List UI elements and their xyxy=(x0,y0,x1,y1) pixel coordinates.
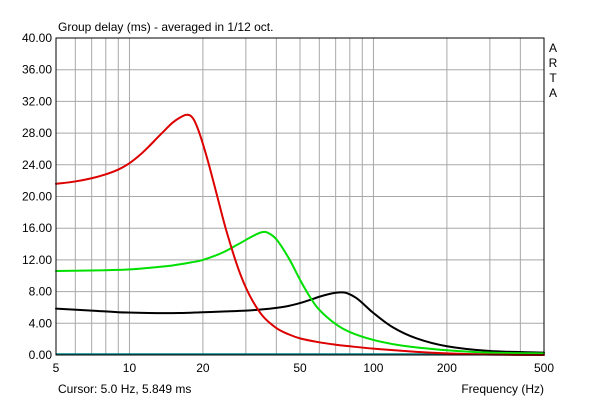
y-axis: 0.00 4.00 8.00 12.00 16.00 20.00 24.00 28.00 32.… xyxy=(22,31,52,362)
series-layer xyxy=(55,113,545,356)
grid xyxy=(56,38,544,355)
y-tick-label: 20.00 xyxy=(22,190,52,204)
x-axis-label: Frequency (Hz) xyxy=(461,382,544,396)
arta-logo-letter: A xyxy=(549,41,557,55)
y-tick-label: 0.00 xyxy=(29,348,53,362)
x-tick-label: 50 xyxy=(293,361,307,375)
x-tick-label: 20 xyxy=(196,361,210,375)
y-tick-label: 4.00 xyxy=(29,316,53,330)
x-tick-label: 500 xyxy=(534,361,554,375)
arta-logo-letter: T xyxy=(549,71,557,85)
series-line xyxy=(55,291,545,354)
y-tick-label: 36.00 xyxy=(22,63,52,77)
x-tick-label: 5 xyxy=(53,361,60,375)
x-axis: 5 10 20 50 100 200 500 xyxy=(53,361,555,375)
cursor-readout: Cursor: 5.0 Hz, 5.849 ms xyxy=(58,382,191,396)
y-tick-label: 28.00 xyxy=(22,126,52,140)
chart-title: Group delay (ms) - averaged in 1/12 oct. xyxy=(58,20,273,34)
plot-frame xyxy=(55,37,545,356)
y-tick-label: 16.00 xyxy=(22,221,52,235)
x-tick-label: 100 xyxy=(363,361,383,375)
series-line xyxy=(55,113,545,356)
y-tick-label: 8.00 xyxy=(29,285,53,299)
arta-logo-letter: A xyxy=(549,86,557,100)
y-tick-label: 24.00 xyxy=(22,158,52,172)
x-tick-label: 10 xyxy=(123,361,137,375)
series-line xyxy=(55,230,545,355)
x-tick-label: 200 xyxy=(437,361,457,375)
arta-logo-letter: R xyxy=(549,56,558,70)
y-tick-label: 40.00 xyxy=(22,31,52,45)
y-tick-label: 32.00 xyxy=(22,94,52,108)
y-tick-label: 12.00 xyxy=(22,253,52,267)
